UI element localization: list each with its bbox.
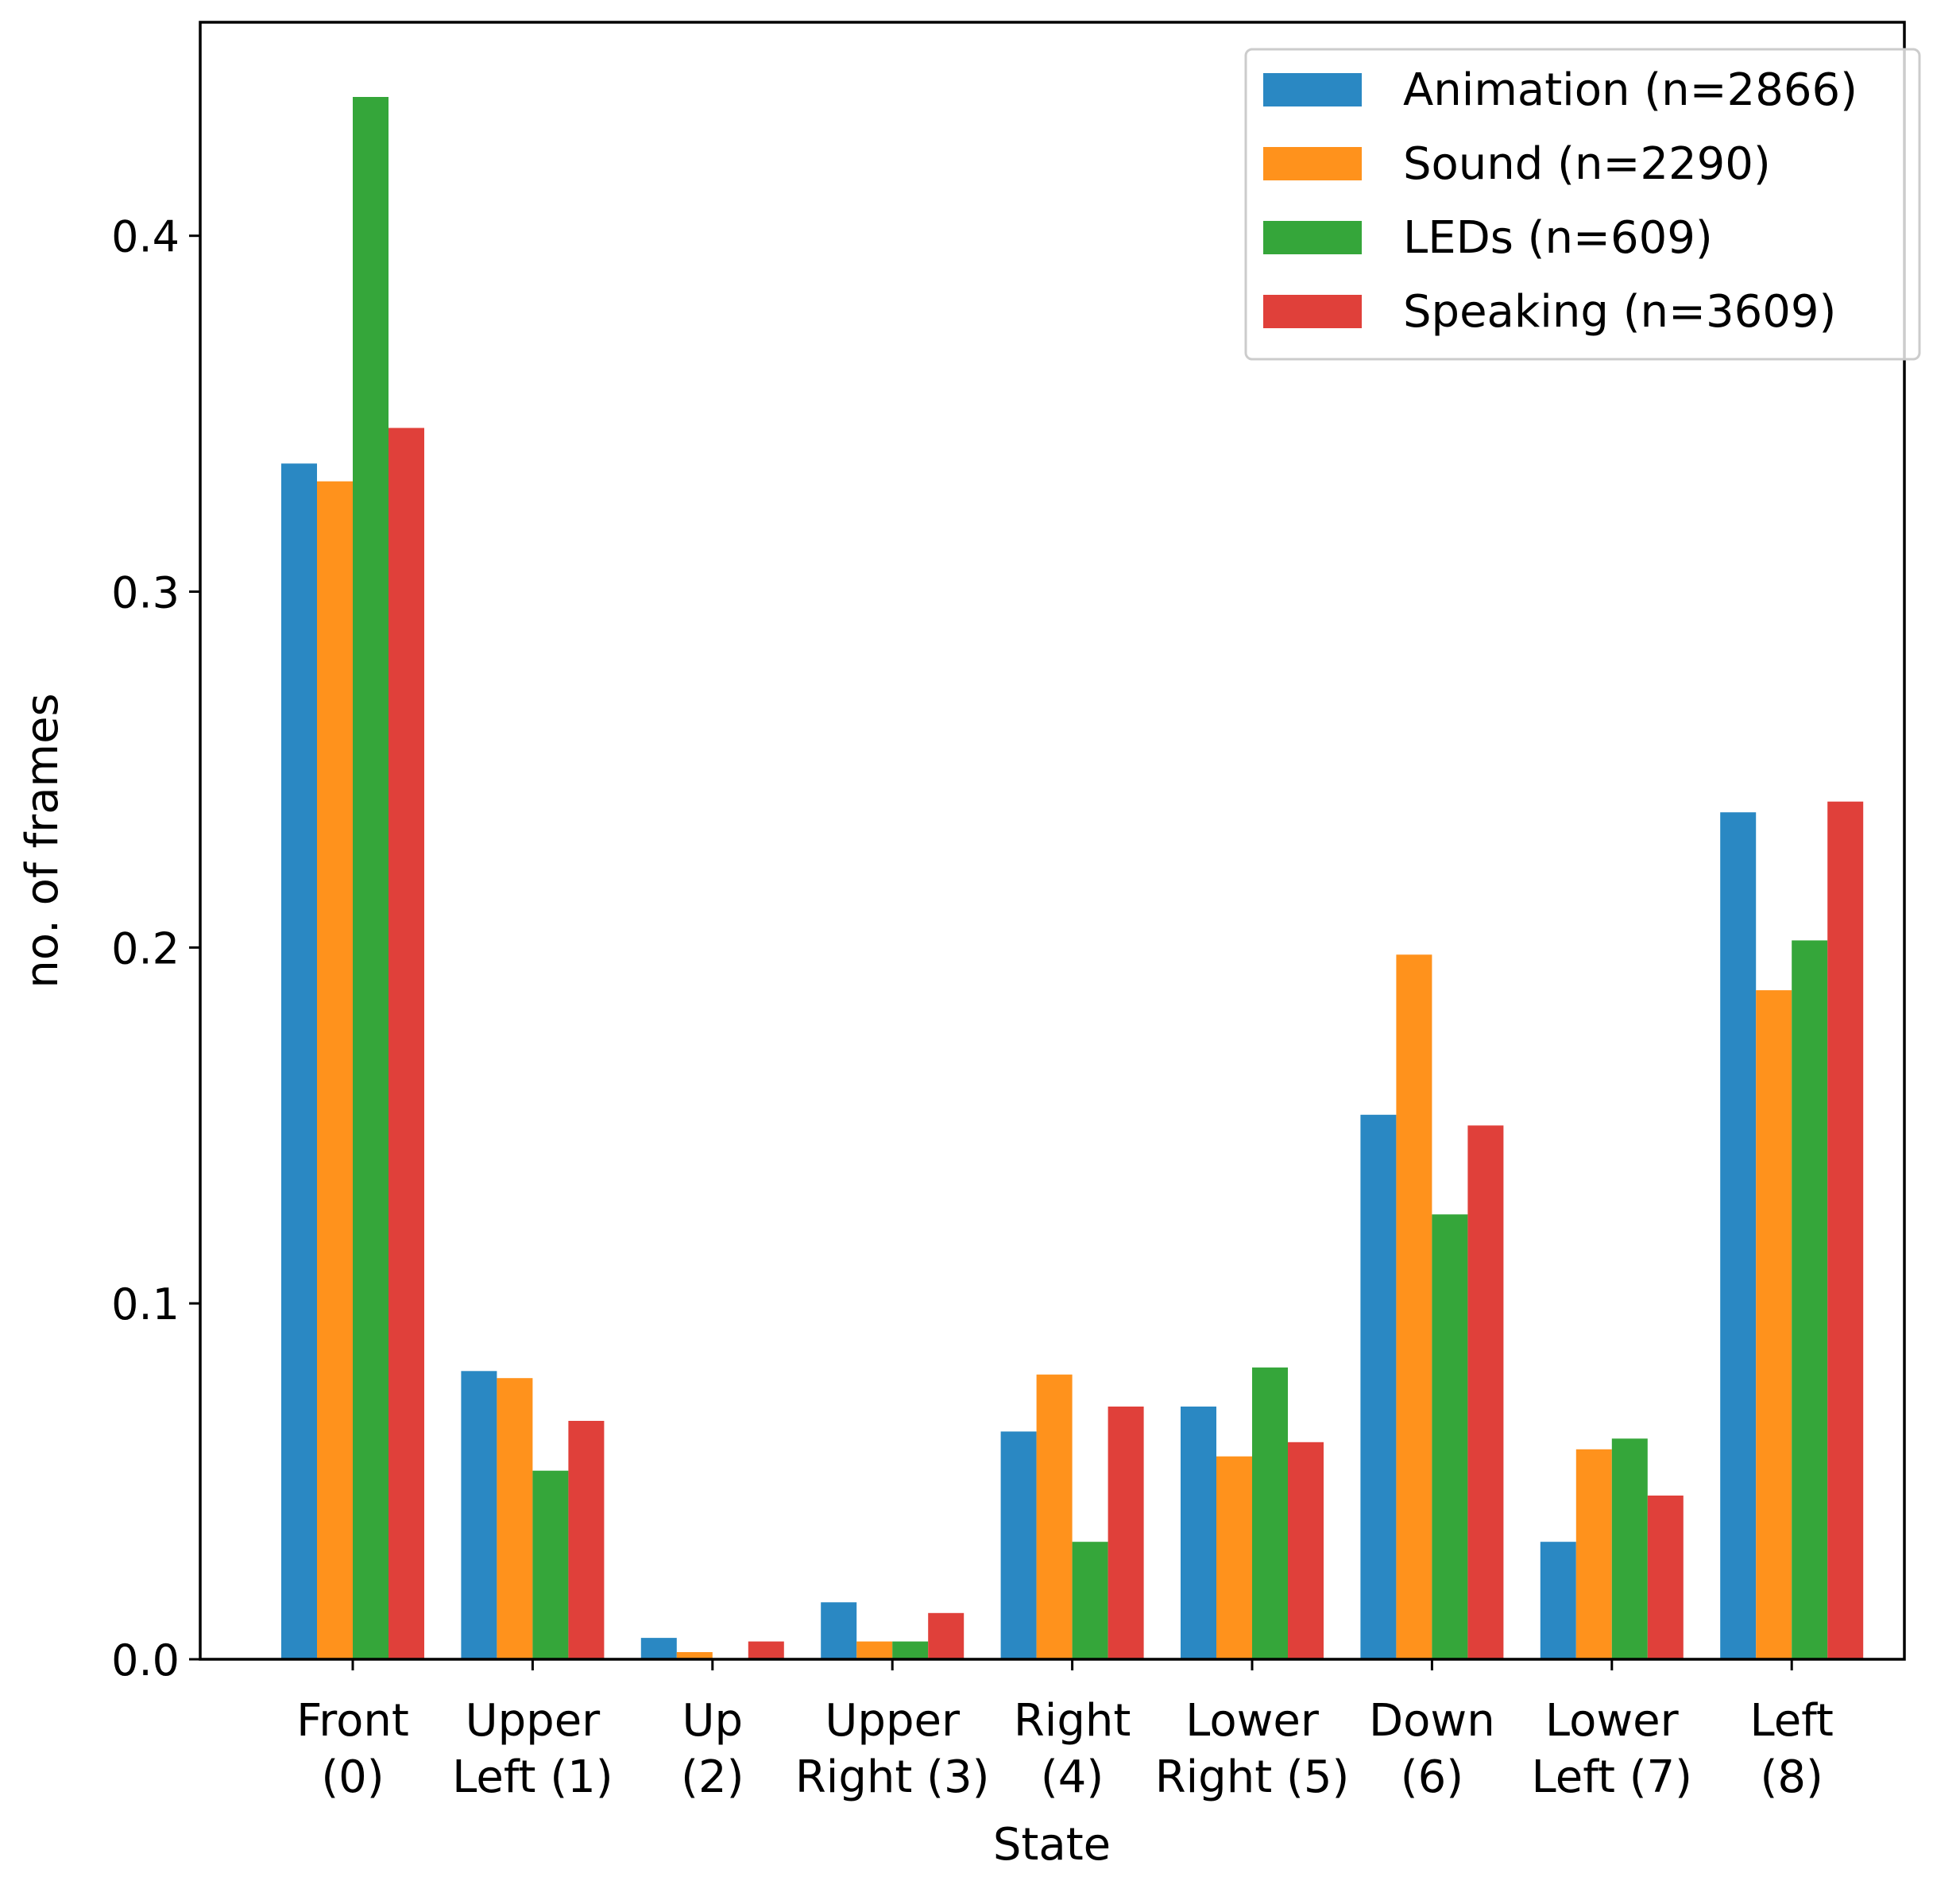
legend-swatch-sound [1263,147,1362,180]
legend-label: Sound (n=2290) [1403,138,1771,190]
x-tick-label: Left (7) [1532,1751,1692,1803]
x-tick-label: Right (3) [795,1751,990,1803]
legend-label: Speaking (n=3609) [1403,286,1836,338]
y-tick-label: 0.4 [111,212,180,262]
bar-sound-8 [1756,990,1792,1659]
x-axis-label: State [993,1819,1111,1871]
bar-animation-7 [1540,1542,1576,1659]
x-tick-label: Left (1) [452,1751,613,1803]
bar-sound-3 [856,1641,893,1659]
y-axis-label: no. of frames [17,693,68,988]
bar-speaking-3 [928,1612,965,1659]
legend-swatch-animation [1263,73,1362,106]
bar-speaking-8 [1827,801,1864,1660]
x-tick-label: (8) [1761,1751,1823,1803]
bar-sound-4 [1036,1374,1073,1659]
x-tick-label: (4) [1041,1751,1104,1803]
bar-leds-0 [353,97,389,1659]
x-tick-label: Lower [1185,1695,1320,1747]
x-tick-label: Left [1750,1695,1834,1747]
bar-speaking-6 [1467,1125,1504,1659]
bar-animation-8 [1720,812,1757,1660]
bar-sound-6 [1396,954,1432,1659]
bar-speaking-7 [1647,1496,1684,1659]
bar-leds-8 [1792,940,1828,1659]
legend-swatch-speaking [1263,295,1362,328]
bars-group [281,97,1864,1660]
legend-box [1244,48,1921,361]
x-tick-label: Front [296,1695,409,1747]
bar-animation-6 [1360,1114,1397,1659]
y-tick-label: 0.1 [111,1279,180,1329]
x-tick-label: Right [1014,1695,1131,1747]
bar-speaking-1 [568,1421,605,1659]
x-tick-label: Up [682,1695,744,1747]
bar-leds-1 [532,1470,569,1659]
bar-leds-3 [892,1641,929,1659]
bar-speaking-0 [389,428,424,1659]
bar-speaking-4 [1108,1407,1144,1659]
x-tick-label: Right (5) [1155,1751,1350,1803]
bar-speaking-2 [748,1641,784,1659]
y-tick-label: 0.3 [111,568,180,618]
bar-animation-5 [1181,1407,1216,1659]
legend-label: Animation (n=2866) [1403,64,1858,116]
x-tick-label: Upper [466,1695,601,1747]
bar-animation-1 [461,1371,497,1659]
bar-sound-0 [317,481,353,1660]
y-tick-label: 0.0 [111,1635,180,1685]
bar-sound-1 [497,1378,533,1659]
bar-leds-5 [1252,1367,1288,1659]
x-tick-label: (2) [681,1751,744,1803]
bar-animation-4 [1000,1431,1037,1659]
bar-sound-7 [1575,1449,1612,1659]
bar-leds-7 [1611,1438,1648,1659]
legend-label: LEDs (n=609) [1403,212,1713,264]
x-tick-label: (6) [1401,1751,1463,1803]
bar-speaking-5 [1288,1442,1324,1659]
bar-sound-2 [676,1652,713,1659]
bar-sound-5 [1216,1456,1252,1659]
bar-animation-0 [281,463,317,1659]
bar-leds-6 [1432,1214,1468,1659]
y-tick-label: 0.2 [111,923,180,973]
bar-leds-4 [1072,1542,1108,1659]
plot-frame [199,21,1906,1661]
bar-animation-2 [640,1638,677,1659]
x-tick-label: Lower [1545,1695,1680,1747]
y-axis: 0.0 0.1 0.2 0.3 0.4 [111,212,200,1685]
legend: Animation (n=2866) Sound (n=2290) LEDs (n=… [1244,48,1921,361]
legend-swatch-leds [1263,221,1362,254]
x-tick-label: (0) [321,1751,384,1803]
x-tick-label: Down [1369,1695,1495,1747]
bar-animation-3 [821,1602,857,1659]
x-tick-label: Upper [825,1695,961,1747]
